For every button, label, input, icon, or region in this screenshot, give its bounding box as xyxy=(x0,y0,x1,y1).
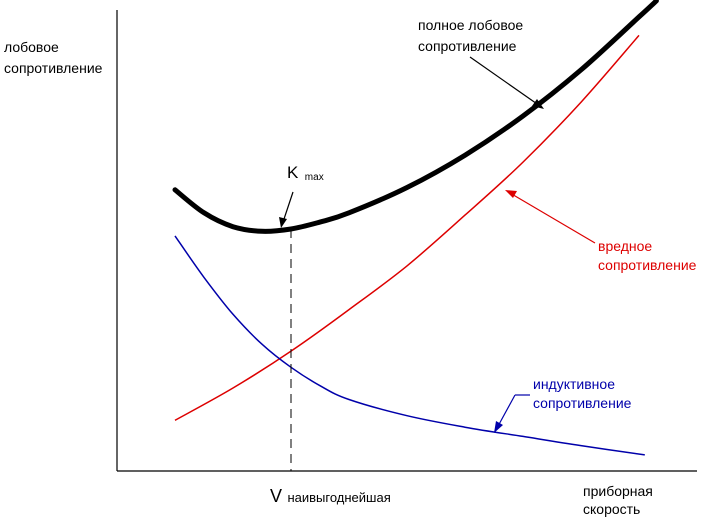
kmax-leader-line xyxy=(282,191,294,223)
kmax-arrowhead xyxy=(279,217,287,228)
parasitic-drag-arrowhead xyxy=(505,190,517,198)
v-best-label: V наивыгоднейшая xyxy=(270,486,391,506)
y-axis-label-line-1: лобовое xyxy=(4,39,59,55)
induced-drag-label: индуктивное сопротивление xyxy=(533,376,632,411)
x-axis-label-line-2: скорость xyxy=(583,501,640,517)
total-drag-label: полное лобовое сопротивление xyxy=(418,17,527,54)
series-line-parasitic-drag xyxy=(174,34,640,421)
induced-drag-label-line-2: сопротивление xyxy=(533,395,632,411)
parasitic-drag-label: вредное сопротивление xyxy=(598,238,697,273)
x-axis-label-line-1: приборная xyxy=(583,483,653,499)
x-axis-label: приборная скорость xyxy=(583,483,657,517)
v-best-label-sub: наивыгоднейшая xyxy=(287,490,390,505)
parasitic-drag-leader-line xyxy=(509,192,596,244)
y-axis-label-line-2: сопротивление xyxy=(4,60,103,76)
total-drag-label-line-1: полное лобовое xyxy=(418,17,523,33)
v-best-label-main: V xyxy=(270,486,282,506)
parasitic-drag-label-line-1: вредное xyxy=(598,238,652,254)
kmax-label: K max xyxy=(287,163,324,183)
total-drag-leader-line xyxy=(469,56,541,107)
series-line-total-drag xyxy=(172,0,659,234)
total-drag-arrowhead xyxy=(532,99,544,109)
induced-drag-label-line-1: индуктивное xyxy=(533,376,615,392)
series-line-induced-drag xyxy=(174,235,645,456)
kmax-label-sub: max xyxy=(305,172,324,183)
y-axis-label: лобовое сопротивление xyxy=(4,39,103,76)
parasitic-drag-label-line-2: сопротивление xyxy=(598,257,697,273)
kmax-label-main: K xyxy=(287,163,299,182)
total-drag-label-line-2: сопротивление xyxy=(418,38,517,54)
induced-drag-arrowhead xyxy=(494,421,503,433)
induced-drag-leader-line-2 xyxy=(496,394,516,429)
